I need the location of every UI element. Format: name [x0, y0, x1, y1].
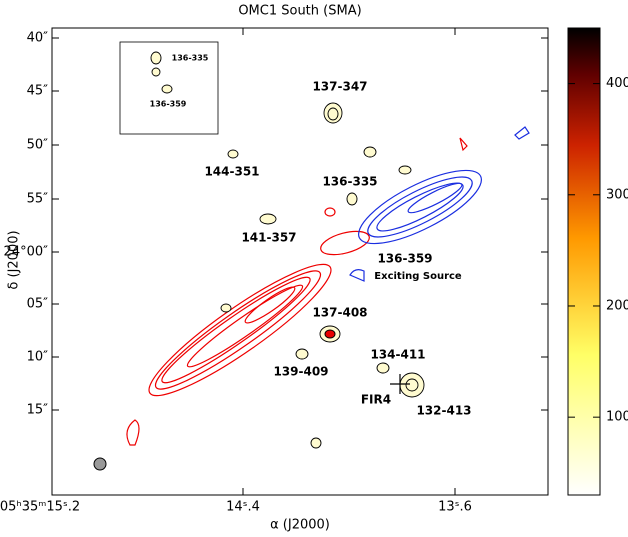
source-label: 136-359: [377, 252, 432, 266]
y-tick-label: 50″: [27, 138, 49, 153]
colorbar-tick-label: 200: [606, 298, 628, 313]
colorbar: [567, 27, 601, 496]
colorbar-tick-label: 100: [606, 410, 628, 425]
y-tick-label: 10″: [27, 350, 49, 365]
inset-label: 136-335: [172, 54, 209, 63]
y-tick-label: 15″: [27, 403, 49, 418]
continuum-sources: [93, 102, 425, 471]
y-tick-label: 40″: [27, 31, 49, 46]
x-axis-label: α (J2000): [270, 518, 330, 533]
blue-outflow: [349, 126, 530, 282]
y-tick-label: 05″: [27, 297, 49, 312]
source-label: 136-335: [322, 175, 377, 189]
x-tick-label: 13ˢ.6: [438, 500, 472, 515]
source-label: 137-408: [312, 306, 367, 320]
x-tick-label: 05ʰ35ᵐ15ˢ.2: [0, 500, 80, 515]
y-axis-label: δ (J2000): [7, 230, 22, 289]
source-label: 144-351: [204, 165, 259, 179]
colorbar-tick-label: 300: [606, 187, 628, 202]
source-label: 139-409: [273, 365, 328, 379]
colorbar-tick-label: 400: [606, 76, 628, 91]
inset-label: 136-359: [150, 100, 187, 109]
source-label: FIR4: [361, 393, 391, 407]
source-label: 137-347: [312, 80, 367, 94]
source-label: 132-413: [416, 404, 471, 418]
source-label: 141-357: [241, 231, 296, 245]
title: OMC1 South (SMA): [238, 4, 361, 19]
inset: 136-335 136-359: [119, 41, 219, 135]
x-tick-label: 14ˢ.4: [226, 500, 260, 515]
source-label: Exciting Source: [374, 271, 462, 282]
y-tick-label: 45″: [27, 84, 49, 99]
source-label: 134-411: [370, 348, 425, 362]
y-tick-label: 24°00″: [4, 245, 49, 260]
y-tick-label: 55″: [27, 192, 49, 207]
